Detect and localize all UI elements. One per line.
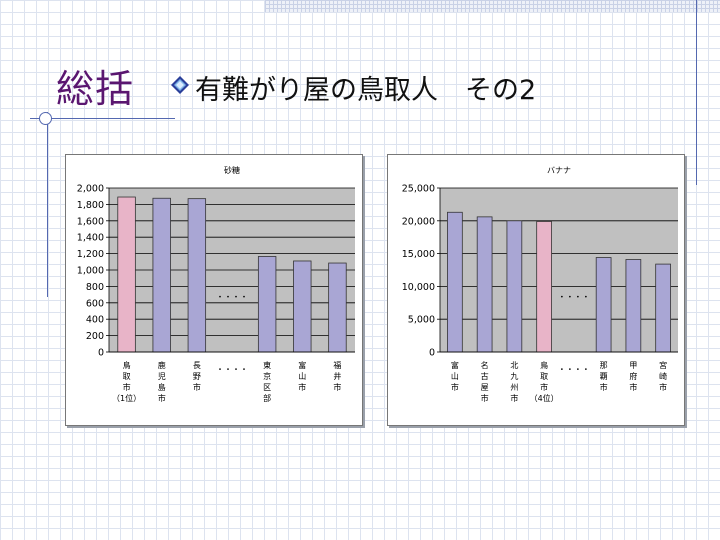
gap-label: ・・・・ (558, 293, 590, 302)
chart-title: バナナ (547, 166, 571, 175)
y-tick-label: 0 (98, 348, 104, 359)
y-tick-label: 5,000 (408, 315, 435, 326)
x-tick-label: 長野市 (193, 361, 201, 392)
x-tick-label: 鹿児島市 (158, 360, 166, 403)
y-tick-label: 800 (86, 282, 104, 293)
category-note: （1位） (112, 393, 141, 403)
y-tick-label: 1,600 (77, 216, 104, 227)
decor-circle (39, 112, 52, 125)
plot-area (440, 188, 678, 352)
y-tick-label: 15,000 (402, 249, 435, 260)
y-tick-label: 400 (86, 315, 104, 326)
y-tick-label: 25,000 (402, 184, 435, 195)
y-tick-label: 0 (429, 348, 435, 359)
y-tick-label: 200 (86, 331, 104, 342)
bar (655, 263, 671, 353)
x-tick-label: 富山市 (298, 360, 306, 392)
bar (187, 198, 207, 353)
y-tick-label: 1,000 (77, 266, 104, 277)
chart-title: 砂糖 (224, 165, 240, 175)
x-tick-label: 宮崎市 (659, 360, 667, 392)
x-tick-label: 鳥取市 (540, 360, 548, 392)
x-tick-label: 名古屋市 (481, 360, 489, 403)
gap-label: ・・・・ (216, 293, 248, 302)
diamond-bullet-icon (171, 76, 189, 94)
y-tick-label: 1,400 (77, 233, 104, 244)
y-tick-label: 600 (86, 298, 104, 309)
x-tick-label: 甲府市 (629, 361, 637, 392)
bar (328, 262, 347, 353)
bar (447, 211, 463, 353)
y-tick-label: 10,000 (402, 282, 435, 293)
slide-title: 総括 (56, 67, 135, 111)
y-tick-label: 1,800 (77, 200, 104, 211)
category-note: （4位） (530, 393, 559, 403)
decor-line-horizontal (30, 118, 175, 119)
decor-line-left (47, 112, 48, 297)
bar (117, 196, 136, 353)
y-tick-label: 2,000 (77, 184, 104, 195)
x-tick-label: ・・・・ (558, 365, 590, 374)
bar (152, 197, 171, 353)
y-tick-label: 1,200 (77, 249, 104, 260)
banana-chart: バナナ 0 5,000 10,000 15,000 20,000 25,000 富山市 名古屋市… (387, 154, 685, 426)
bar (595, 257, 612, 353)
decor-line-right (696, 0, 697, 185)
sugar-chart-svg: 砂糖 0 200 400 600 800 1,000 1,200 1,400 1,600 1,800… (77, 165, 355, 403)
x-tick-label: ・・・・ (216, 365, 248, 374)
slide-subtitle: 有難がり屋の鳥取人 その2 (195, 75, 537, 106)
x-tick-label: 富山市 (451, 360, 459, 392)
x-tick-label: 那覇市 (600, 361, 608, 392)
sugar-chart: 砂糖 0 200 400 600 800 1,000 1,200 1,400 1,600 1,800… (65, 154, 363, 426)
bar (293, 260, 312, 353)
banana-chart-svg: バナナ 0 5,000 10,000 15,000 20,000 25,000 富山市 名古屋市… (402, 166, 678, 403)
x-tick-label: 北九州市 (510, 361, 518, 403)
y-tick-label: 20,000 (402, 216, 435, 227)
bar (476, 216, 493, 353)
x-tick-label: 東京区部 (263, 360, 271, 403)
x-tick-label: 福井市 (333, 361, 341, 392)
bar (506, 220, 523, 353)
bar (536, 221, 552, 353)
bar (257, 256, 277, 353)
bar (625, 259, 642, 353)
top-decor-band (265, 0, 720, 12)
x-tick-label: 鳥取市 (123, 360, 131, 392)
